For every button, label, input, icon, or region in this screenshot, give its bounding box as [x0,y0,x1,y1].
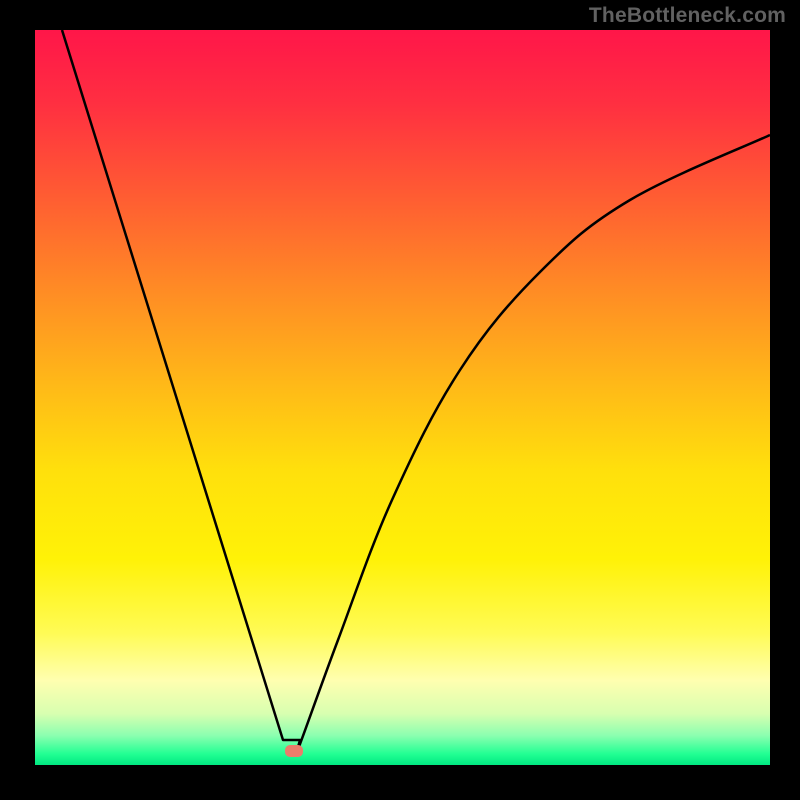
watermark-text: TheBottleneck.com [589,4,786,28]
plot-area [35,30,770,765]
bottleneck-chart [0,0,800,800]
optimum-marker [285,745,303,757]
chart-container: TheBottleneck.com [0,0,800,800]
